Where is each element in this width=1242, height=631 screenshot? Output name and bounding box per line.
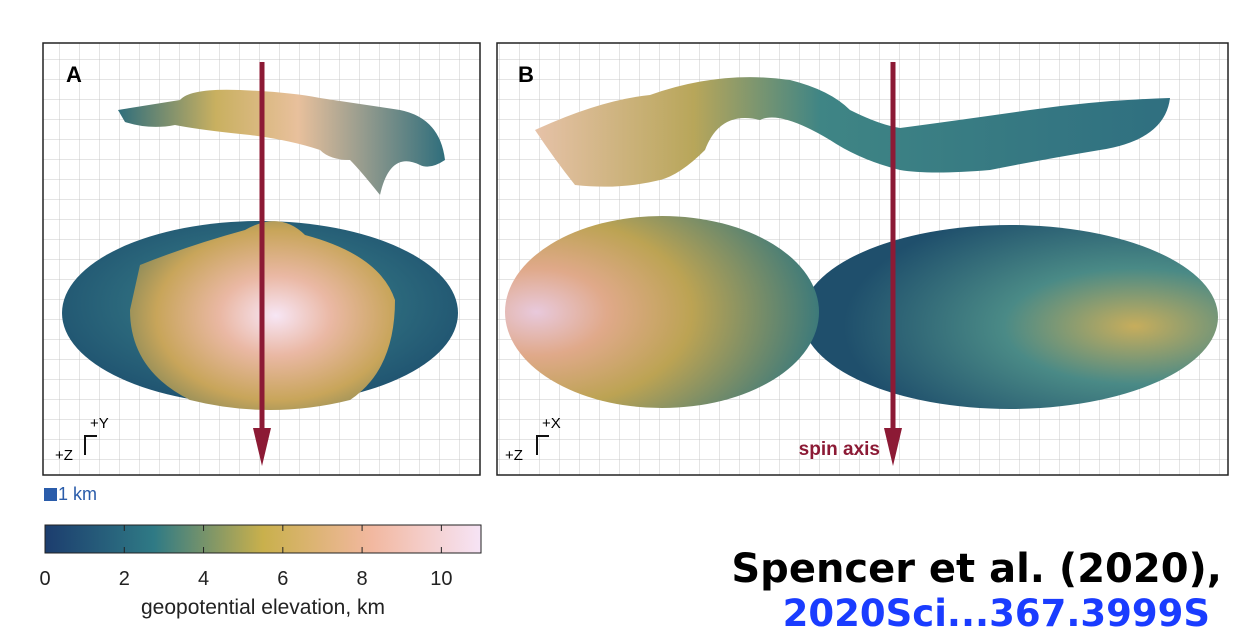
axis-label: +Z [55, 447, 73, 464]
panel-label: B [518, 62, 534, 87]
figure: A +Y +Z spin axis B +X +Z 1 km 0 2 4 6 8 10 g… [0, 0, 1242, 631]
colorbar-label: geopotential elevation, km [141, 596, 385, 619]
spin-axis-label: spin axis [799, 439, 880, 460]
axis-label: +Y [90, 415, 109, 432]
tick-label: 0 [39, 568, 50, 590]
tick-label: 6 [277, 568, 288, 590]
citation: Spencer et al. (2020), [731, 546, 1222, 592]
tick-label: 8 [357, 568, 368, 590]
citation-link[interactable]: 2020Sci...367.3999S [783, 592, 1210, 631]
axis-label: +X [542, 415, 561, 432]
lobe [802, 225, 1218, 409]
scale-label: 1 km [58, 484, 97, 504]
tick-label: 4 [198, 568, 209, 590]
axis-label: +Z [505, 447, 523, 464]
lobe [505, 216, 819, 408]
panel-label: A [66, 62, 82, 87]
colorbar [45, 525, 481, 553]
tick-label: 10 [430, 568, 452, 590]
tick-label: 2 [119, 568, 130, 590]
scale-square [44, 488, 57, 501]
